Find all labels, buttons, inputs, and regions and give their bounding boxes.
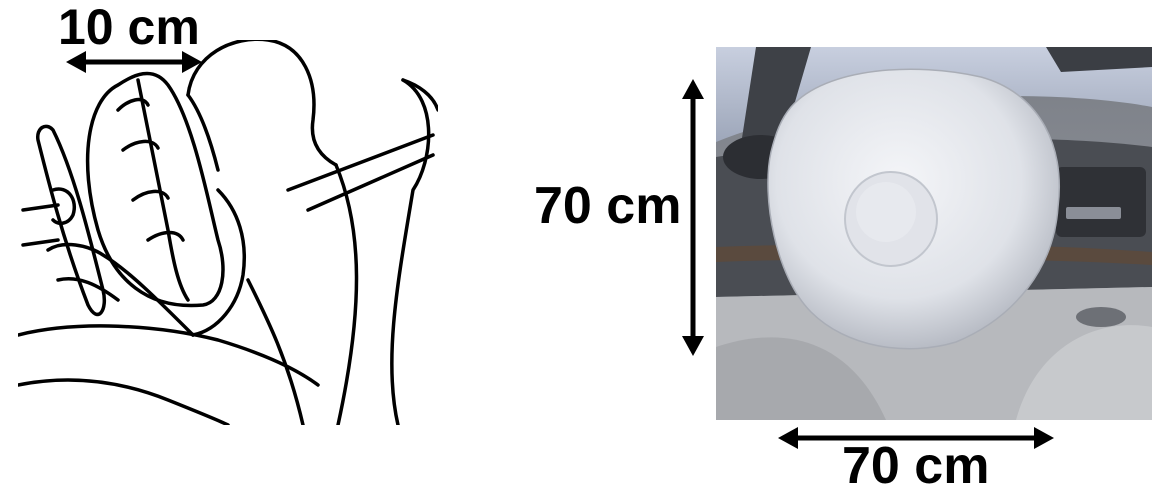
height-label: 70 cm: [534, 177, 682, 235]
inflated-airbag-photo-icon: [716, 47, 1152, 420]
driver-airbag-sketch-icon: [18, 40, 438, 425]
width-label: 70 cm: [842, 437, 990, 495]
depth-label: 10 cm: [58, 0, 200, 55]
